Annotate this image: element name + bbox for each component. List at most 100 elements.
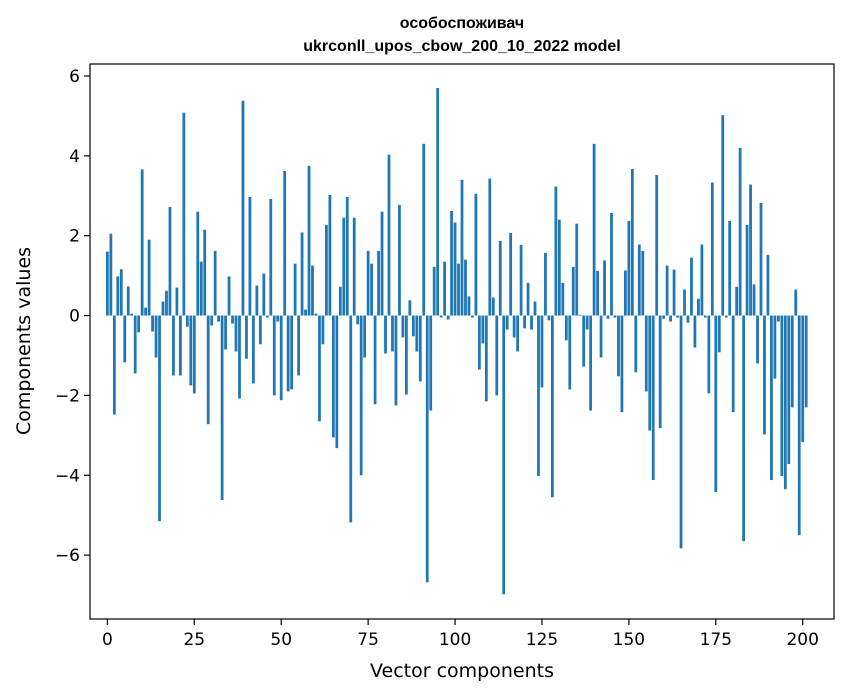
bar [432,266,436,316]
bar [547,315,551,321]
bar [717,315,721,353]
bar [140,169,144,316]
bar [408,300,412,316]
bar [352,217,356,316]
bar [387,154,391,316]
bar [394,315,398,406]
bar [422,143,426,316]
chart-title-line2: ukrconll_upos_cbow_200_10_2022 model [303,38,620,55]
bar [599,315,603,358]
bar [363,315,367,358]
bar [790,315,794,408]
y-tick-label: 2 [69,227,80,247]
x-tick-label: 175 [700,630,732,650]
bar [255,285,259,316]
bar [439,315,443,318]
bar [533,301,537,316]
bar [165,290,168,316]
bar [557,219,561,316]
bar [272,315,276,396]
bar [703,315,707,318]
bar [293,263,297,316]
bar [697,298,700,316]
bar [571,266,575,316]
bar [297,315,300,376]
bar [724,315,728,318]
bar [672,269,676,316]
bar [286,315,290,392]
chart-title-line1: особоспоживач [400,15,524,32]
bar [603,260,606,316]
bar [749,184,752,316]
bar [648,315,652,431]
bar [290,315,294,390]
bar [644,315,648,392]
bar [373,315,377,405]
bar [158,315,161,522]
bar [154,315,158,358]
x-tick-label: 75 [357,630,379,650]
bar [460,179,464,316]
bar [220,315,224,501]
bar [554,186,558,316]
bar [610,212,613,316]
bar [620,315,624,413]
bar [446,315,450,320]
bar [130,313,134,316]
bar [234,315,238,352]
bar [651,315,655,481]
bar [544,252,547,316]
bar [592,143,596,316]
bar [606,315,610,319]
bar [168,206,172,316]
bar [627,220,631,316]
bar [192,315,196,394]
bar [679,315,683,549]
x-tick-label: 50 [270,630,292,650]
bar [398,204,401,316]
bar [728,220,732,316]
bar [133,315,137,374]
bar [766,254,770,316]
bar [477,315,481,370]
bar [252,315,255,384]
bar [474,193,478,316]
bar [196,211,200,316]
bar [519,244,523,316]
bar [203,229,207,316]
bar [488,178,492,316]
bar [105,251,109,316]
bar [742,315,745,542]
bar [770,315,773,481]
bar [151,315,154,332]
bar [752,284,756,316]
bar [693,315,697,348]
bar [773,315,777,379]
bar [356,315,360,325]
bar [338,286,342,316]
bar [797,315,801,536]
bar [495,315,499,396]
bar [516,315,520,352]
bar [523,315,526,329]
bar [617,315,620,377]
bar [613,315,617,318]
bar [738,147,742,316]
y-axis-label: Components values [13,247,35,435]
x-tick-label: 125 [526,630,558,650]
bar [662,315,666,319]
bar [172,315,175,376]
bar [377,250,380,316]
bar [366,250,370,316]
bar [665,265,669,316]
bar [304,309,307,316]
bar [418,315,422,382]
bar [540,315,544,388]
bar [276,315,280,322]
bar [669,315,672,322]
bar [238,315,241,399]
bar [551,315,554,498]
bar [505,315,509,330]
bar [415,315,419,352]
